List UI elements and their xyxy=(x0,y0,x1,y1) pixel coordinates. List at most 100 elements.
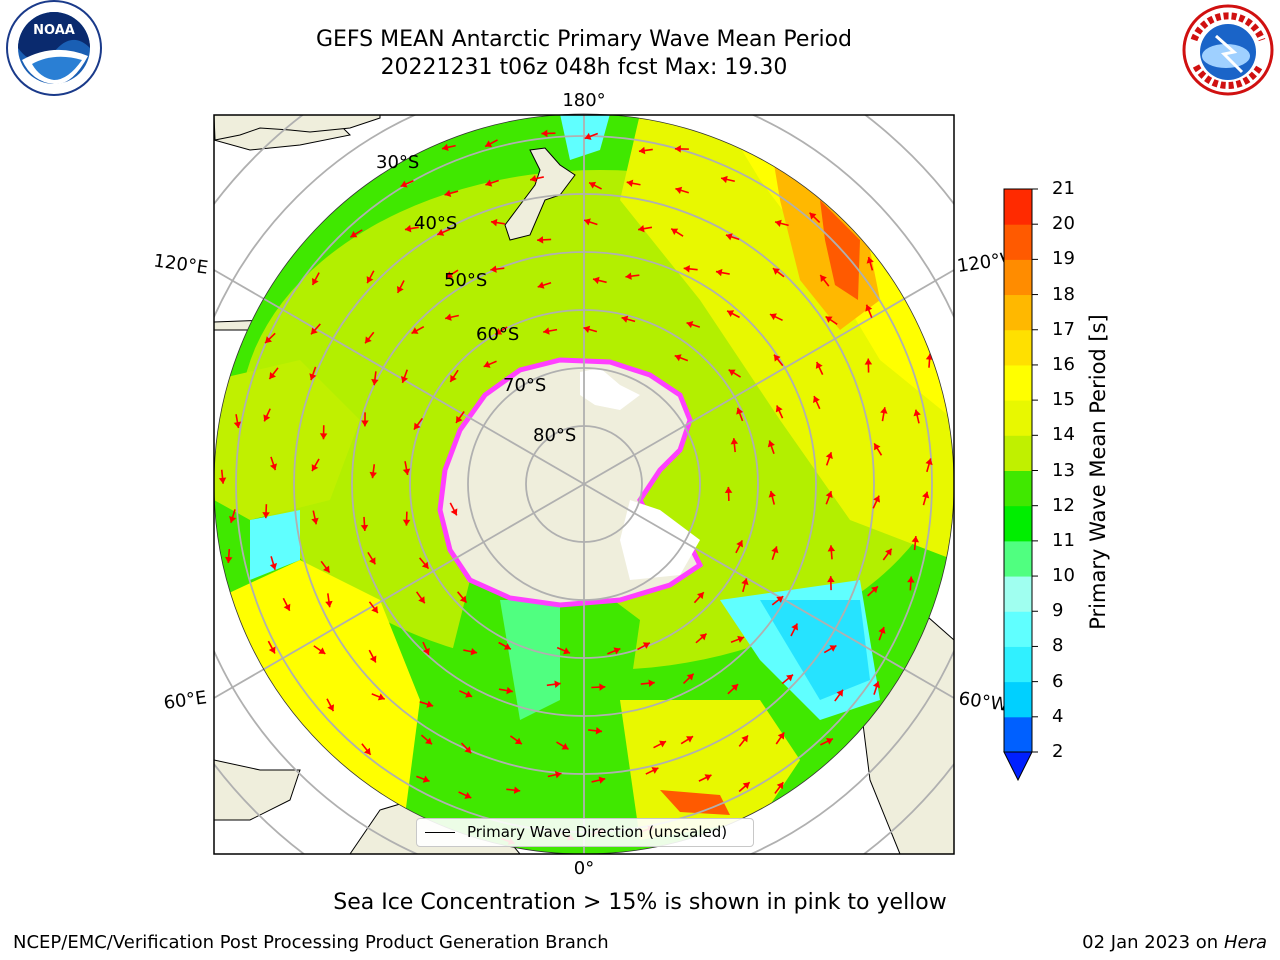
colorbar-segment xyxy=(1004,364,1032,401)
wave-arrow-head xyxy=(777,732,785,740)
wave-arrow-head xyxy=(554,771,562,779)
wave-arrow-head xyxy=(767,440,775,448)
wave-arrow-head xyxy=(642,642,650,649)
lat-label-70: 70°S xyxy=(503,375,546,396)
wave-arrow-head xyxy=(543,327,550,335)
lat-label-80: 80°S xyxy=(533,425,576,446)
wave-arrow-head xyxy=(368,557,376,565)
wave-arrow-head xyxy=(437,228,445,236)
wave-arrow-head xyxy=(737,635,745,643)
wave-arrow-head xyxy=(736,407,744,415)
wave-arrow-head xyxy=(730,438,739,445)
lat-label-40: 40°S xyxy=(414,213,457,234)
wave-arrow-head xyxy=(456,415,463,423)
wave-arrow-head xyxy=(371,606,378,614)
wave-arrow-head xyxy=(318,647,326,654)
wave-arrow-head xyxy=(836,689,844,697)
colorbar-tick-label: 17 xyxy=(1052,318,1075,340)
footer-organization: NCEP/EMC/Verification Post Processing Pr… xyxy=(13,932,609,953)
wave-arrow-head xyxy=(775,405,783,413)
wave-arrow-head xyxy=(675,186,683,194)
colorbar-segment xyxy=(1004,716,1032,753)
lon-label-180: 180° xyxy=(562,90,605,111)
map-frame xyxy=(213,114,955,855)
wave-arrow-head xyxy=(490,265,497,273)
wave-arrow-head xyxy=(563,647,571,655)
wave-arrow-head xyxy=(311,464,319,472)
wave-arrow-head xyxy=(485,140,493,148)
wave-arrow-head xyxy=(377,693,385,701)
wave-arrow-head xyxy=(445,313,452,321)
wave-arrow-head xyxy=(704,774,712,781)
wave-arrow-head xyxy=(396,285,404,293)
colorbar-tick-label: 19 xyxy=(1052,248,1075,270)
wave-arrow-head xyxy=(648,679,655,687)
wave-arrow-head xyxy=(514,737,522,745)
footer-machine: Hera xyxy=(1223,932,1267,953)
wave-arrow-head xyxy=(589,181,597,189)
wave-arrow-head xyxy=(686,673,694,681)
wave-arrow-head xyxy=(366,276,374,284)
wave-arrow-head xyxy=(724,486,733,493)
nws-logo xyxy=(1182,4,1274,96)
wave-arrow-head xyxy=(873,495,881,503)
wave-arrow-head xyxy=(872,681,881,689)
colorbar-segment xyxy=(1004,435,1032,471)
wave-arrow-head xyxy=(686,321,694,329)
wave-arrow-head xyxy=(506,686,513,695)
wave-arrow-head xyxy=(825,737,833,745)
colorbar-segment xyxy=(1004,400,1032,436)
wave-arrow-head xyxy=(422,775,430,783)
wave-arrow-head xyxy=(283,603,291,611)
wave-arrow-head xyxy=(715,268,723,277)
colorbar-tick-label: 18 xyxy=(1052,283,1075,305)
lat-label-60: 60°S xyxy=(476,324,519,345)
wave-arrow-head xyxy=(699,633,707,641)
wave-arrow-head xyxy=(671,228,679,236)
wave-arrow-head xyxy=(907,576,915,583)
wave-arrow-head xyxy=(450,508,458,516)
wave-arrow-head xyxy=(583,325,591,333)
chart-title: GEFS MEAN Antarctic Primary Wave Mean Pe… xyxy=(315,27,853,52)
wave-arrow-head xyxy=(592,276,600,285)
lon-label-60e: 60°E xyxy=(162,687,208,714)
wave-arrow-head xyxy=(229,516,237,523)
wave-arrow-head xyxy=(309,373,317,381)
wave-arrow-head xyxy=(742,782,750,789)
wave-arrow-head xyxy=(269,372,276,379)
wave-arrow-head xyxy=(878,627,886,634)
wave-arrow-head xyxy=(325,600,333,608)
wave-arrow-head xyxy=(262,512,270,519)
wave-arrow-head xyxy=(674,354,682,362)
colorbar-segment xyxy=(1004,540,1032,577)
footer-date: 02 Jan 2023 on Hera xyxy=(1082,932,1267,953)
wave-arrow-head xyxy=(363,747,371,755)
wave-arrow-head xyxy=(776,596,784,603)
colorbar-segment xyxy=(1004,646,1032,683)
wave-arrow-head xyxy=(775,219,782,227)
legend-label: Primary Wave Direction (unscaled) xyxy=(467,823,728,841)
wave-arrow-head xyxy=(470,647,478,656)
wave-arrow-head xyxy=(728,369,736,377)
wave-arrow-head xyxy=(741,735,749,743)
wave-arrow-head xyxy=(865,304,873,312)
wave-arrow-head xyxy=(425,737,432,745)
wave-arrow-head xyxy=(360,524,369,531)
wave-arrow-head xyxy=(625,272,632,280)
wave-arrow-head xyxy=(599,683,606,691)
wave-arrow-head xyxy=(727,310,735,317)
wave-arrow-head xyxy=(815,361,823,369)
footer-date-text: 02 Jan 2023 on xyxy=(1082,932,1224,953)
lon-label-120e: 120°E xyxy=(152,250,209,278)
wave-arrow-head xyxy=(371,378,379,386)
wave-arrow-head xyxy=(638,224,645,233)
wave-arrow-head xyxy=(369,471,377,479)
wave-arrow-head xyxy=(537,281,545,289)
wave-arrow-head xyxy=(311,277,319,285)
wave-arrow-head xyxy=(626,179,634,187)
legend-line-sample xyxy=(425,832,455,833)
wave-arrow-head xyxy=(721,175,728,184)
wave-arrow-head xyxy=(442,143,449,152)
colorbar-segment xyxy=(1004,329,1032,366)
